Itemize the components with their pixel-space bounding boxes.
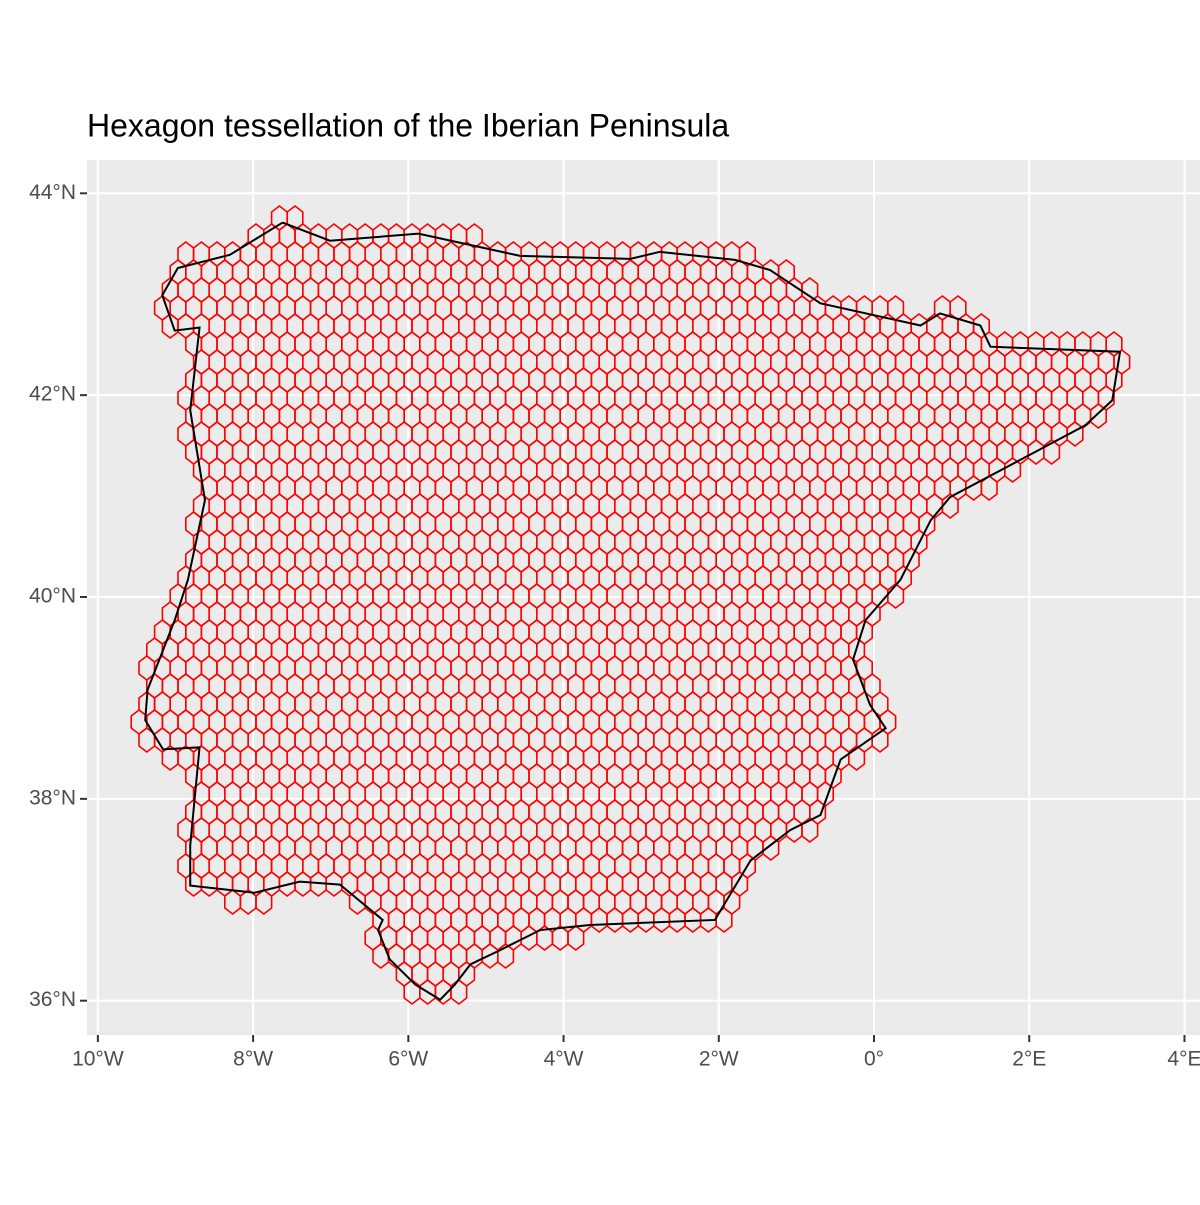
hex-grid [130,204,1131,1006]
hex-cell [886,582,905,610]
hex-cell [871,726,889,754]
x-tick-label: 4°W [544,1048,584,1071]
hex-cell [255,888,273,916]
hex-cell [715,906,733,934]
hex-cell [567,924,585,952]
hex-cell [1066,420,1084,448]
y-tick-label: 42°N [29,383,76,406]
hex-cell [847,744,866,772]
hex-cell [1043,438,1061,466]
x-tick-label: 2°E [1012,1048,1046,1071]
x-tick-label: 6°W [388,1048,428,1071]
hex-cell [980,474,998,502]
hex-cell [941,492,959,520]
outline [144,221,1122,1001]
x-tick-label: 4°E [1167,1048,1200,1071]
x-tick-label: 8°W [233,1048,273,1071]
x-tick-label: 10°W [72,1048,124,1071]
hex-cell [1003,456,1022,484]
x-tick-label: 2°W [699,1048,739,1071]
y-tick-label: 38°N [29,786,76,809]
hex-cell [496,942,515,970]
hex-cell [450,978,468,1006]
chart-title: Hexagon tessellation of the Iberian Peni… [87,107,729,143]
y-tick-label: 40°N [29,585,76,608]
y-tick-label: 36°N [29,988,76,1011]
hex-cell [1089,402,1107,430]
hex-cell [762,834,780,862]
x-tick-label: 0° [864,1048,884,1071]
y-tick-label: 44°N [29,181,76,204]
